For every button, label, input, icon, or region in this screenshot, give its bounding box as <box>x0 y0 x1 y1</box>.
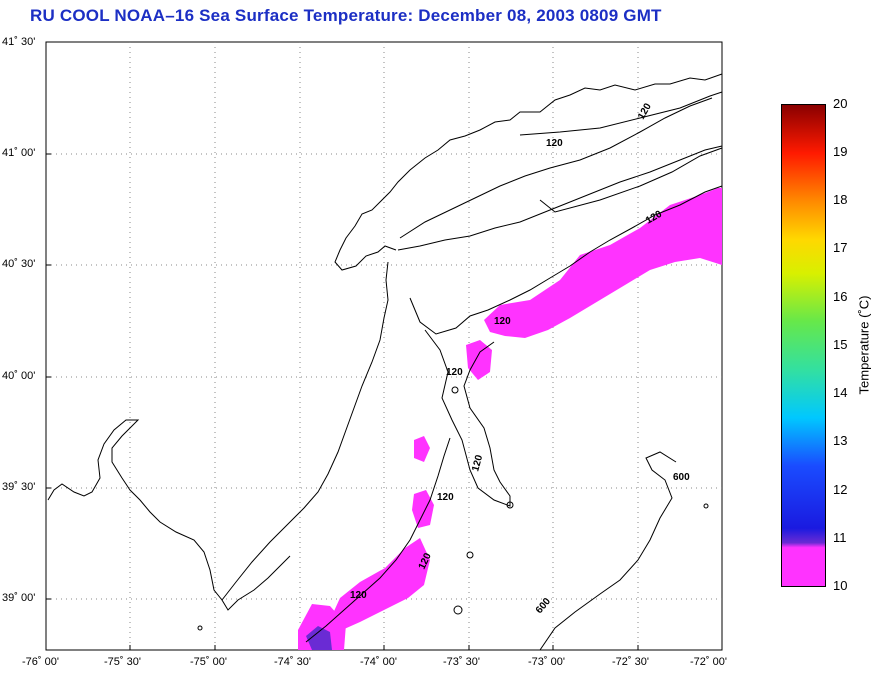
coastline <box>47 73 723 611</box>
colorbar-label: Temperature (˚C) <box>856 295 872 395</box>
latitude-label: 40˚ 00' <box>2 370 36 382</box>
longitude-label: -74˚ 30' <box>274 656 311 668</box>
latitude-label: 39˚ 00' <box>2 592 36 604</box>
longitude-label: -74˚ 00' <box>360 656 397 668</box>
longitude-label: -75˚ 00' <box>190 656 227 668</box>
contour-label: 120 <box>437 492 454 503</box>
colorbar-tick: 15 <box>833 337 848 352</box>
contour-label: 120 <box>470 453 485 472</box>
plot-frame <box>45 41 723 651</box>
contour-label: 120 <box>494 316 511 327</box>
colorbar-tick: 10 <box>833 578 848 593</box>
latitude-label: 39˚ 30' <box>2 481 36 493</box>
map-title: RU COOL NOAA–16 Sea Surface Temperature:… <box>30 6 662 25</box>
sst-patch-hudson <box>466 340 492 380</box>
longitude-label: -72˚ 30' <box>612 656 649 668</box>
colorbar-tick: 12 <box>833 482 848 497</box>
colorbar-tick: 20 <box>833 96 848 111</box>
sst-patch-mid <box>412 490 434 528</box>
temperature-colorbar <box>781 104 826 587</box>
latitude-label: 41˚ 30' <box>2 36 36 48</box>
contour-fragments <box>197 386 709 631</box>
colorbar-tick: 18 <box>833 192 848 207</box>
sst-patch-south <box>330 538 430 630</box>
sst-cold-spot <box>306 626 332 650</box>
contour-label: 600 <box>673 472 690 483</box>
longitude-label: -73˚ 30' <box>443 656 480 668</box>
colorbar-tick: 19 <box>833 144 848 159</box>
colorbar-tick: 16 <box>833 289 848 304</box>
latitude-label: 40˚ 30' <box>2 258 36 270</box>
longitude-label: -75˚ 30' <box>104 656 141 668</box>
longitude-label: -76˚ 00' <box>22 656 59 668</box>
colorbar-tick: 13 <box>833 433 848 448</box>
colorbar-tick: 17 <box>833 240 848 255</box>
bathymetry-contours <box>305 91 723 651</box>
contour-label: 120 <box>546 138 563 149</box>
contour-label: 120 <box>446 367 463 378</box>
colorbar-tick: 14 <box>833 385 848 400</box>
longitude-label: -73˚ 00' <box>528 656 565 668</box>
contour-label: 120 <box>350 590 367 601</box>
latitude-label: 41˚ 00' <box>2 147 36 159</box>
longitude-label: -72˚ 00' <box>690 656 727 668</box>
colorbar-tick: 11 <box>833 530 847 545</box>
sst-patch-small <box>414 436 430 462</box>
sst-patch-shelf-break-ne <box>484 188 722 338</box>
